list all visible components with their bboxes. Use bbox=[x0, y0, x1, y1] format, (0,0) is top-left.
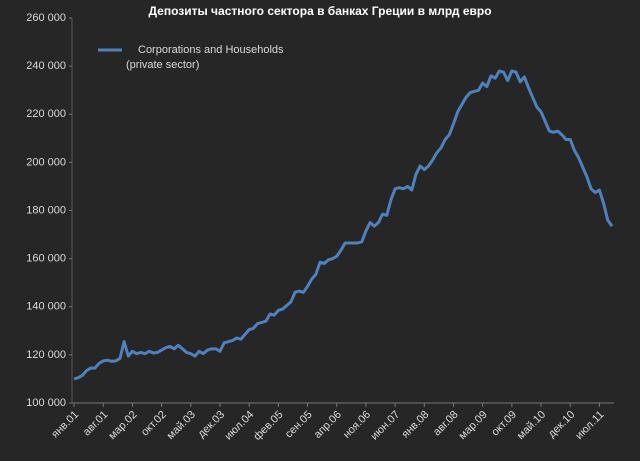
y-tick-label: 120 000 bbox=[26, 349, 66, 361]
x-tick-label: июл.04 bbox=[223, 409, 257, 443]
chart-title: Депозиты частного сектора в банках Греци… bbox=[148, 4, 491, 18]
y-tick-label: 160 000 bbox=[26, 253, 66, 265]
legend-label: Corporations and Households (private sec… bbox=[126, 44, 284, 71]
series-line bbox=[73, 69, 614, 381]
y-tick-label: 140 000 bbox=[26, 301, 66, 313]
x-tick-label: янв.01 bbox=[49, 409, 81, 441]
x-tick-label: июл.11 bbox=[573, 409, 606, 442]
x-tick-label: сен.05 bbox=[283, 409, 315, 441]
x-tick-label: ноя.06 bbox=[341, 409, 373, 441]
x-tick-label: дек.03 bbox=[196, 409, 228, 441]
y-tick-label: 240 000 bbox=[26, 60, 66, 72]
x-tick-label: апр.06 bbox=[312, 409, 344, 441]
y-tick-label: 200 000 bbox=[26, 156, 66, 168]
y-tick-label: 180 000 bbox=[26, 204, 66, 216]
x-tick-label: янв.08 bbox=[400, 409, 432, 441]
x-tick-label: июн.07 bbox=[369, 409, 403, 443]
x-tick-label: май.10 bbox=[515, 409, 548, 442]
x-tick-label: мар.02 bbox=[106, 409, 139, 442]
x-tick-label: фев.05 bbox=[251, 409, 285, 443]
y-tick-label: 100 000 bbox=[26, 397, 66, 409]
x-tick-label: дек.10 bbox=[546, 409, 578, 441]
x-tick-label: май.03 bbox=[165, 409, 198, 442]
y-tick-label: 220 000 bbox=[26, 108, 66, 120]
x-tick-label: мар.09 bbox=[457, 409, 490, 442]
y-tick-label: 260 000 bbox=[26, 12, 66, 24]
